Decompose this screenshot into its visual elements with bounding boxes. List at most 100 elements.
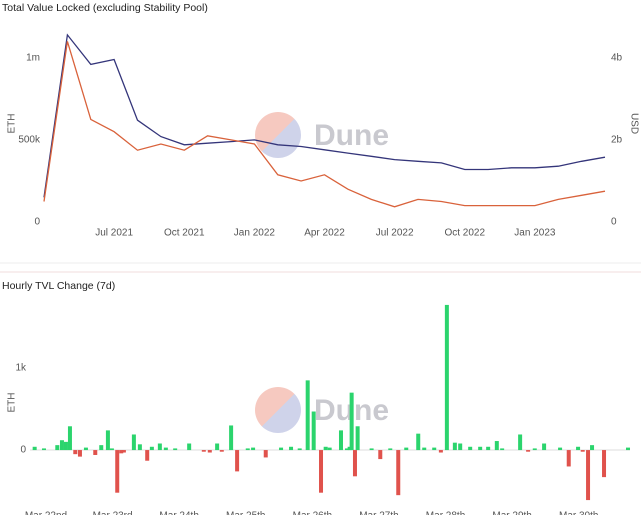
bar bbox=[518, 434, 523, 451]
bar bbox=[83, 447, 88, 451]
bar bbox=[422, 447, 427, 451]
x-tick-label: Mar 29th bbox=[492, 511, 531, 515]
bar bbox=[119, 450, 124, 454]
bar bbox=[352, 450, 357, 477]
bar bbox=[438, 450, 443, 453]
x-tick-label: Mar 24th bbox=[159, 511, 198, 515]
y-tick-label: 1k bbox=[15, 363, 27, 374]
bar bbox=[388, 448, 393, 451]
x-tick-label: Mar 23rd bbox=[93, 511, 133, 515]
bar bbox=[41, 448, 46, 451]
bar bbox=[289, 446, 294, 451]
watermark: Dune bbox=[314, 119, 389, 152]
bar bbox=[500, 448, 505, 451]
x-tick-label: Mar 22nd bbox=[25, 511, 67, 515]
bar bbox=[355, 426, 360, 451]
bar bbox=[157, 443, 162, 451]
bar bbox=[468, 446, 473, 451]
x-tick-label: Jan 2023 bbox=[514, 228, 556, 239]
bar bbox=[590, 445, 595, 451]
y2-tick-label: 0 bbox=[611, 217, 617, 228]
bar bbox=[235, 450, 240, 472]
x-tick-label: Jan 2022 bbox=[234, 228, 276, 239]
bar bbox=[279, 447, 284, 451]
bar bbox=[187, 443, 192, 451]
bar bbox=[263, 450, 268, 458]
bar bbox=[173, 448, 178, 451]
bar bbox=[542, 443, 547, 451]
y2-axis-label: USD bbox=[628, 113, 639, 134]
bar bbox=[369, 448, 374, 451]
bar bbox=[566, 450, 571, 467]
x-tick-label: Mar 28th bbox=[426, 511, 465, 515]
bar bbox=[378, 450, 383, 460]
bar bbox=[73, 450, 78, 455]
bar bbox=[404, 447, 409, 451]
bar bbox=[109, 448, 114, 451]
bar bbox=[532, 448, 537, 451]
chart-title: Total Value Locked (excluding Stability … bbox=[2, 2, 208, 14]
line-series bbox=[43, 41, 606, 208]
bar bbox=[55, 445, 60, 451]
x-tick-label: Mar 30th bbox=[559, 511, 598, 515]
bar bbox=[349, 392, 354, 451]
chart-title: Hourly TVL Change (7d) bbox=[2, 280, 115, 292]
bar bbox=[494, 441, 499, 451]
bar bbox=[416, 433, 421, 451]
bar bbox=[526, 450, 531, 452]
bar bbox=[251, 447, 256, 451]
y-tick-label: 0 bbox=[34, 217, 40, 228]
bar bbox=[580, 450, 585, 452]
bar bbox=[32, 446, 37, 451]
bar bbox=[602, 450, 607, 478]
x-tick-label: Mar 26th bbox=[293, 511, 332, 515]
bar bbox=[201, 450, 206, 452]
bar bbox=[207, 450, 212, 453]
bar bbox=[305, 380, 310, 451]
bar bbox=[444, 304, 449, 451]
bar bbox=[229, 425, 234, 451]
x-tick-label: Jul 2021 bbox=[95, 228, 133, 239]
bar bbox=[219, 450, 224, 452]
bar bbox=[432, 447, 437, 451]
y2-tick-label: 4b bbox=[611, 52, 623, 63]
watermark-logo bbox=[255, 387, 301, 433]
bar bbox=[77, 450, 82, 457]
x-tick-label: Jul 2022 bbox=[376, 228, 414, 239]
y-tick-label: 0 bbox=[20, 445, 26, 456]
bar bbox=[67, 426, 72, 451]
bar bbox=[311, 411, 316, 451]
bar bbox=[145, 450, 150, 461]
bar bbox=[121, 450, 126, 453]
bar bbox=[319, 450, 324, 493]
bar bbox=[63, 441, 68, 451]
bar bbox=[344, 448, 349, 451]
bar bbox=[452, 442, 457, 451]
x-tick-label: Oct 2022 bbox=[444, 228, 485, 239]
bar bbox=[163, 447, 168, 451]
bar bbox=[586, 450, 591, 501]
bar bbox=[137, 444, 142, 451]
y2-tick-label: 2b bbox=[611, 135, 623, 146]
bar bbox=[338, 430, 343, 451]
bar bbox=[59, 440, 64, 451]
line-series bbox=[43, 33, 606, 198]
y-axis-label: ETH bbox=[7, 393, 18, 413]
bar bbox=[478, 446, 483, 451]
bar bbox=[576, 446, 581, 451]
bar bbox=[396, 450, 401, 496]
bar bbox=[105, 430, 110, 451]
bar bbox=[486, 446, 491, 451]
bar bbox=[149, 446, 154, 451]
bar bbox=[115, 450, 120, 493]
x-tick-label: Mar 27th bbox=[359, 511, 398, 515]
x-tick-label: Mar 25th bbox=[226, 511, 265, 515]
bar bbox=[99, 445, 104, 451]
bar bbox=[327, 447, 332, 451]
bar bbox=[93, 450, 98, 455]
bar bbox=[558, 447, 563, 451]
y-axis-label: ETH bbox=[7, 114, 18, 134]
bar bbox=[131, 434, 136, 451]
x-tick-label: Apr 2022 bbox=[304, 228, 345, 239]
